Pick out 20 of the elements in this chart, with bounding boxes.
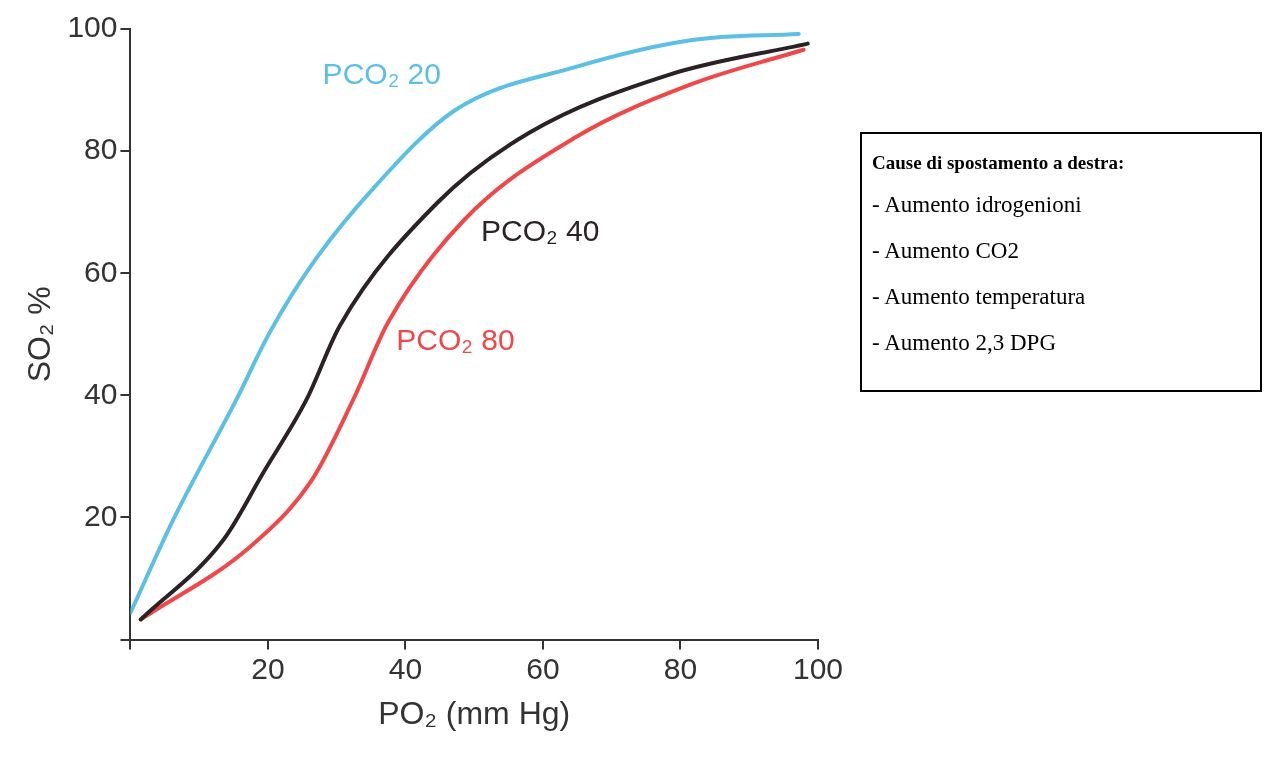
y-tick-label: 40 xyxy=(84,376,118,410)
y-tick-label: 60 xyxy=(84,254,118,288)
text: - Aumento temperatura xyxy=(872,284,1087,310)
y-tick-label: 80 xyxy=(84,132,118,166)
x-tick-label: 60 xyxy=(526,651,560,685)
text: - Aumento idrogenioni xyxy=(872,192,1083,218)
text: - Aumento CO2 xyxy=(872,238,1020,264)
x-axis-title: PO₂ (mm Hg) xyxy=(378,694,571,731)
text: Cause di spostamento a destra: xyxy=(872,152,1126,174)
y-tick-label: 20 xyxy=(84,498,118,532)
x-tick-label: 80 xyxy=(663,651,698,685)
y-tick-label: 100 xyxy=(67,10,118,44)
x-tick-label: 40 xyxy=(388,651,423,685)
series-label: PCO₂ 80 xyxy=(396,323,515,357)
x-tick-label: 20 xyxy=(251,651,285,685)
y-axis-title: SO₂ % xyxy=(21,286,58,383)
series-label: PCO₂ 40 xyxy=(481,214,600,248)
x-tick-label: 100 xyxy=(792,651,844,685)
series-label: PCO₂ 20 xyxy=(322,57,441,91)
text: - Aumento 2,3 DPG xyxy=(872,330,1057,356)
